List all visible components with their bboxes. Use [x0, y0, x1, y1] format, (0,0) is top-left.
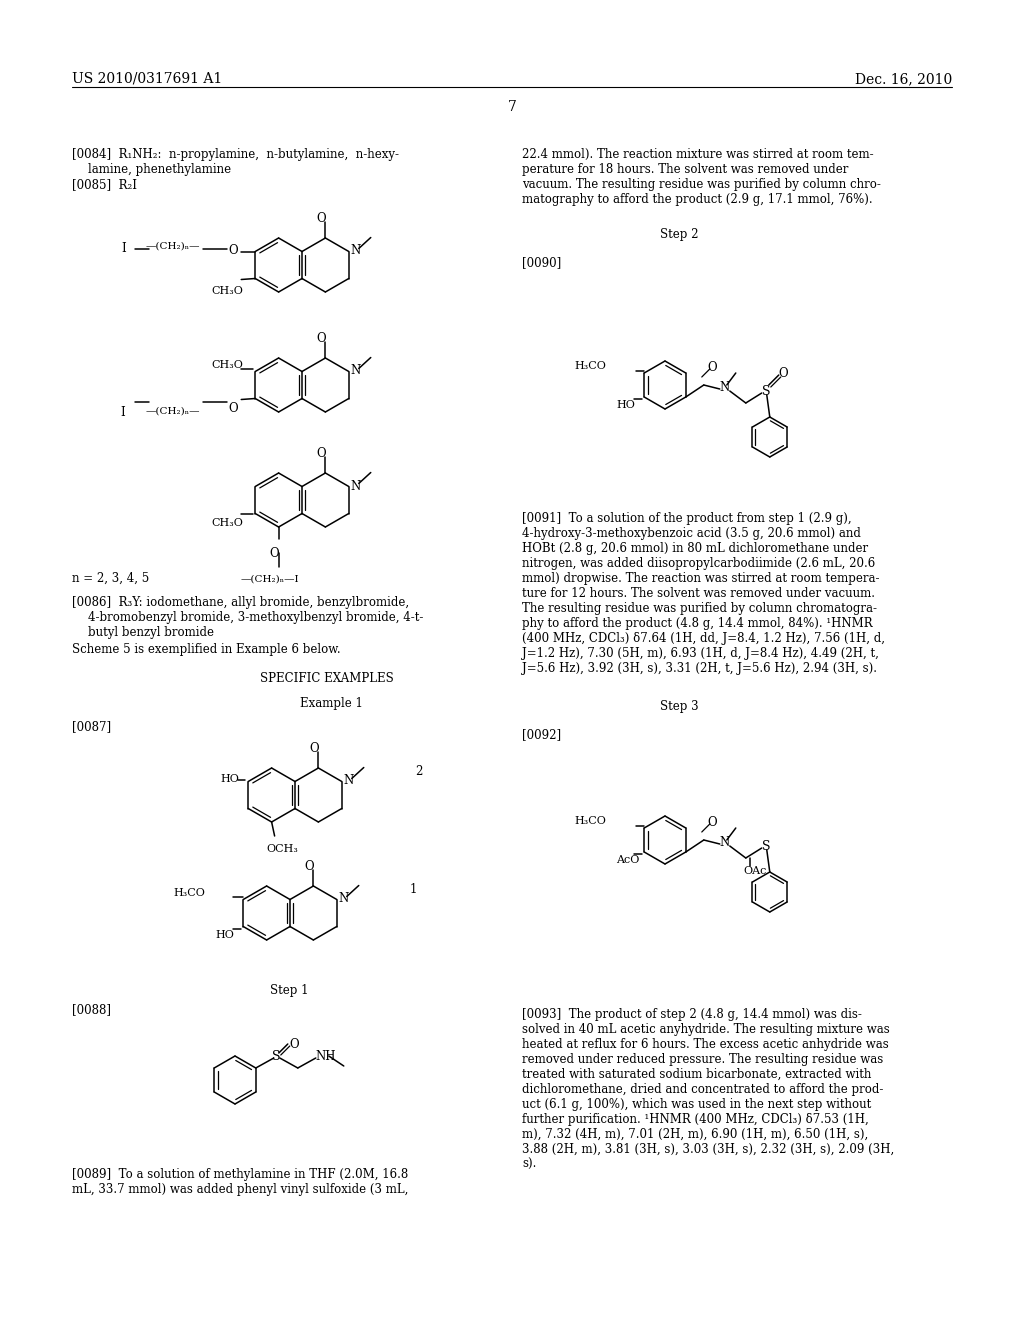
Text: Step 3: Step 3 [660, 700, 698, 713]
Text: N: N [351, 364, 361, 378]
Text: N: N [339, 892, 349, 906]
Text: Dec. 16, 2010: Dec. 16, 2010 [855, 73, 952, 86]
Text: O: O [708, 360, 718, 374]
Text: treated with saturated sodium bicarbonate, extracted with: treated with saturated sodium bicarbonat… [522, 1068, 871, 1081]
Text: N: N [344, 775, 354, 788]
Text: 4-hydroxy-3-methoxybenzoic acid (3.5 g, 20.6 mmol) and: 4-hydroxy-3-methoxybenzoic acid (3.5 g, … [522, 527, 861, 540]
Text: O: O [228, 403, 238, 416]
Text: Example 1: Example 1 [300, 697, 362, 710]
Text: O: O [316, 213, 327, 224]
Text: lamine, phenethylamine: lamine, phenethylamine [88, 162, 231, 176]
Text: J=1.2 Hz), 7.30 (5H, m), 6.93 (1H, d, J=8.4 Hz), 4.49 (2H, t,: J=1.2 Hz), 7.30 (5H, m), 6.93 (1H, d, J=… [522, 647, 879, 660]
Text: nitrogen, was added diisopropylcarbodiimide (2.6 mL, 20.6: nitrogen, was added diisopropylcarbodiim… [522, 557, 876, 570]
Text: N: N [351, 244, 361, 257]
Text: H₃CO: H₃CO [574, 360, 606, 371]
Text: HO: HO [220, 775, 240, 784]
Text: vacuum. The resulting residue was purified by column chro-: vacuum. The resulting residue was purifi… [522, 178, 881, 191]
Text: —(CH₂)ₙ—: —(CH₂)ₙ— [146, 407, 201, 416]
Text: [0088]: [0088] [72, 1003, 111, 1016]
Text: m), 7.32 (4H, m), 7.01 (2H, m), 6.90 (1H, m), 6.50 (1H, s),: m), 7.32 (4H, m), 7.01 (2H, m), 6.90 (1H… [522, 1129, 868, 1140]
Text: [0093]  The product of step 2 (4.8 g, 14.4 mmol) was dis-: [0093] The product of step 2 (4.8 g, 14.… [522, 1008, 862, 1020]
Text: further purification. ¹HNMR (400 MHz, CDCl₃) δ7.53 (1H,: further purification. ¹HNMR (400 MHz, CD… [522, 1113, 868, 1126]
Text: 7: 7 [508, 100, 516, 114]
Text: —(CH₂)ₙ—I: —(CH₂)ₙ—I [241, 576, 299, 583]
Text: O: O [779, 367, 788, 380]
Text: O: O [309, 742, 319, 755]
Text: S: S [762, 840, 770, 853]
Text: AcO: AcO [616, 855, 640, 865]
Text: perature for 18 hours. The solvent was removed under: perature for 18 hours. The solvent was r… [522, 162, 848, 176]
Text: butyl benzyl bromide: butyl benzyl bromide [88, 626, 214, 639]
Text: O: O [304, 861, 314, 873]
Text: ture for 12 hours. The solvent was removed under vacuum.: ture for 12 hours. The solvent was remov… [522, 587, 874, 601]
Text: heated at reflux for 6 hours. The excess acetic anhydride was: heated at reflux for 6 hours. The excess… [522, 1038, 889, 1051]
Text: solved in 40 mL acetic anyhydride. The resulting mixture was: solved in 40 mL acetic anyhydride. The r… [522, 1023, 890, 1036]
Text: N: N [720, 381, 730, 393]
Text: CH₃O: CH₃O [211, 517, 243, 528]
Text: matography to afford the product (2.9 g, 17.1 mmol, 76%).: matography to afford the product (2.9 g,… [522, 193, 872, 206]
Text: N: N [351, 479, 361, 492]
Text: S: S [762, 385, 770, 399]
Text: The resulting residue was purified by column chromatogra-: The resulting residue was purified by co… [522, 602, 877, 615]
Text: 4-bromobenzyl bromide, 3-methoxylbenzyl bromide, 4-t-: 4-bromobenzyl bromide, 3-methoxylbenzyl … [88, 611, 423, 624]
Text: 22.4 mmol). The reaction mixture was stirred at room tem-: 22.4 mmol). The reaction mixture was sti… [522, 148, 873, 161]
Text: HOBt (2.8 g, 20.6 mmol) in 80 mL dichloromethane under: HOBt (2.8 g, 20.6 mmol) in 80 mL dichlor… [522, 543, 868, 554]
Text: I: I [121, 242, 126, 255]
Text: Scheme 5 is exemplified in Example 6 below.: Scheme 5 is exemplified in Example 6 bel… [72, 643, 341, 656]
Text: Step 2: Step 2 [660, 228, 698, 242]
Text: CH₃O: CH₃O [211, 359, 243, 370]
Text: O: O [290, 1038, 299, 1051]
Text: Step 1: Step 1 [270, 983, 308, 997]
Text: N: N [720, 836, 730, 849]
Text: dichloromethane, dried and concentrated to afford the prod-: dichloromethane, dried and concentrated … [522, 1082, 884, 1096]
Text: O: O [228, 244, 238, 257]
Text: OAc: OAc [743, 866, 767, 876]
Text: [0090]: [0090] [522, 256, 561, 269]
Text: I: I [121, 407, 125, 420]
Text: mmol) dropwise. The reaction was stirred at room tempera-: mmol) dropwise. The reaction was stirred… [522, 572, 880, 585]
Text: O: O [316, 333, 327, 345]
Text: —(CH₂)ₙ—: —(CH₂)ₙ— [146, 242, 201, 251]
Text: removed under reduced pressure. The resulting residue was: removed under reduced pressure. The resu… [522, 1053, 884, 1067]
Text: 1: 1 [410, 883, 418, 896]
Text: O: O [269, 546, 280, 560]
Text: NH: NH [315, 1049, 336, 1063]
Text: US 2010/0317691 A1: US 2010/0317691 A1 [72, 73, 222, 86]
Text: [0087]: [0087] [72, 719, 112, 733]
Text: O: O [708, 816, 718, 829]
Text: s).: s). [522, 1158, 537, 1171]
Text: H₃CO: H₃CO [173, 887, 205, 898]
Text: SPECIFIC EXAMPLES: SPECIFIC EXAMPLES [260, 672, 394, 685]
Text: phy to afford the product (4.8 g, 14.4 mmol, 84%). ¹HNMR: phy to afford the product (4.8 g, 14.4 m… [522, 616, 872, 630]
Text: 2: 2 [415, 766, 422, 777]
Text: CH₃O: CH₃O [211, 286, 243, 297]
Text: [0091]  To a solution of the product from step 1 (2.9 g),: [0091] To a solution of the product from… [522, 512, 852, 525]
Text: S: S [271, 1049, 280, 1063]
Text: O: O [316, 447, 327, 459]
Text: OCH₃: OCH₃ [266, 843, 298, 854]
Text: [0084]  R₁NH₂:  n-propylamine,  n-butylamine,  n-hexy-: [0084] R₁NH₂: n-propylamine, n-butylamin… [72, 148, 399, 161]
Text: [0089]  To a solution of methylamine in THF (2.0M, 16.8: [0089] To a solution of methylamine in T… [72, 1168, 409, 1181]
Text: HO: HO [616, 400, 635, 411]
Text: (400 MHz, CDCl₃) δ7.64 (1H, dd, J=8.4, 1.2 Hz), 7.56 (1H, d,: (400 MHz, CDCl₃) δ7.64 (1H, dd, J=8.4, 1… [522, 632, 885, 645]
Text: HO: HO [215, 929, 234, 940]
Text: n = 2, 3, 4, 5: n = 2, 3, 4, 5 [72, 572, 150, 585]
Text: J=5.6 Hz), 3.92 (3H, s), 3.31 (2H, t, J=5.6 Hz), 2.94 (3H, s).: J=5.6 Hz), 3.92 (3H, s), 3.31 (2H, t, J=… [522, 663, 877, 675]
Text: [0086]  R₃Y: iodomethane, allyl bromide, benzylbromide,: [0086] R₃Y: iodomethane, allyl bromide, … [72, 597, 410, 609]
Text: 3.88 (2H, m), 3.81 (3H, s), 3.03 (3H, s), 2.32 (3H, s), 2.09 (3H,: 3.88 (2H, m), 3.81 (3H, s), 3.03 (3H, s)… [522, 1143, 894, 1156]
Text: [0085]  R₂I: [0085] R₂I [72, 178, 137, 191]
Text: H₃CO: H₃CO [574, 816, 606, 826]
Text: [0092]: [0092] [522, 729, 561, 741]
Text: uct (6.1 g, 100%), which was used in the next step without: uct (6.1 g, 100%), which was used in the… [522, 1098, 871, 1111]
Text: mL, 33.7 mmol) was added phenyl vinyl sulfoxide (3 mL,: mL, 33.7 mmol) was added phenyl vinyl su… [72, 1183, 409, 1196]
